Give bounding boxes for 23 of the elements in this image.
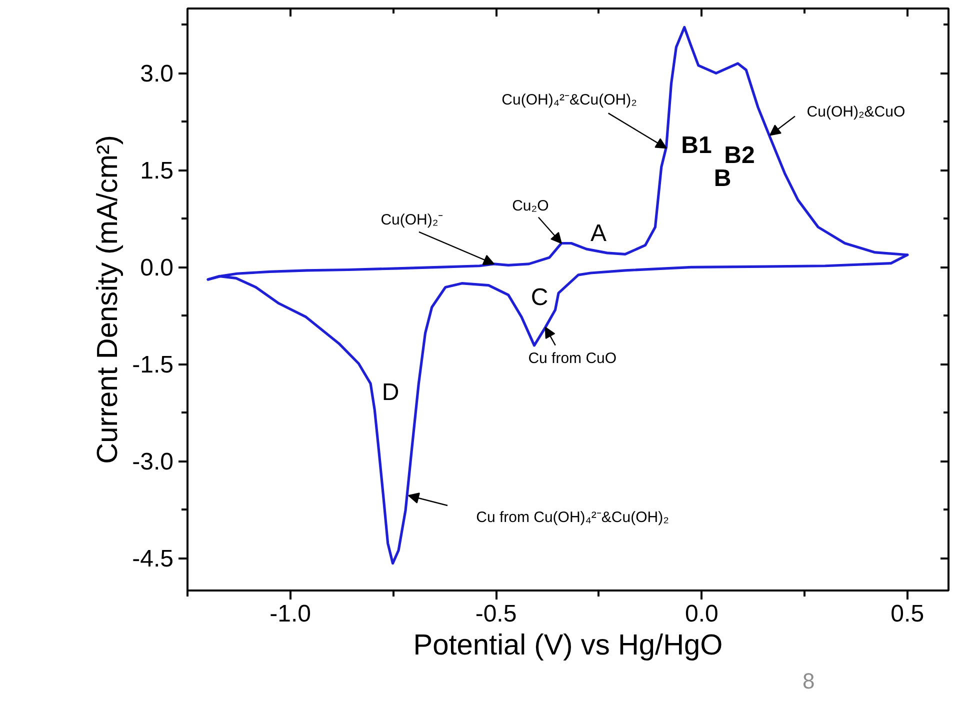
annotation: Cu from Cu(OH)₄²⁻&Cu(OH)₂ (476, 509, 670, 526)
annotation: D (382, 379, 400, 406)
annotation: C (530, 284, 548, 311)
annotation: Cu(OH)₄²⁻&Cu(OH)₂ (502, 92, 638, 109)
x-tick-label: -0.5 (475, 600, 517, 628)
y-axis-title: Current Density (mA/cm²) (92, 135, 124, 464)
x-axis-title: Potential (V) vs Hg/HgO (413, 630, 723, 662)
text: 8 (802, 668, 815, 694)
annotation: Cu₂O (512, 198, 549, 215)
x-tick-label: 0.5 (890, 600, 924, 628)
annotation: A (590, 220, 607, 247)
y-tick-label: -3.0 (132, 448, 174, 476)
y-tick-label: 0.0 (140, 254, 174, 282)
annotation: Cu(OH)₂&CuO (806, 104, 906, 121)
y-tick-label: 3.0 (140, 60, 174, 88)
y-tick-label: 1.5 (140, 158, 174, 185)
y-tick-label: -1.5 (132, 352, 174, 379)
y-tick-label: -4.5 (132, 546, 174, 573)
annotation: Cu from CuO (528, 350, 617, 367)
x-tick-label: -1.0 (270, 600, 312, 628)
annotation: Cu(OH)₂⁻ (380, 211, 444, 228)
x-tick-label: 0.0 (685, 600, 718, 628)
annotation: B1 (681, 132, 712, 159)
